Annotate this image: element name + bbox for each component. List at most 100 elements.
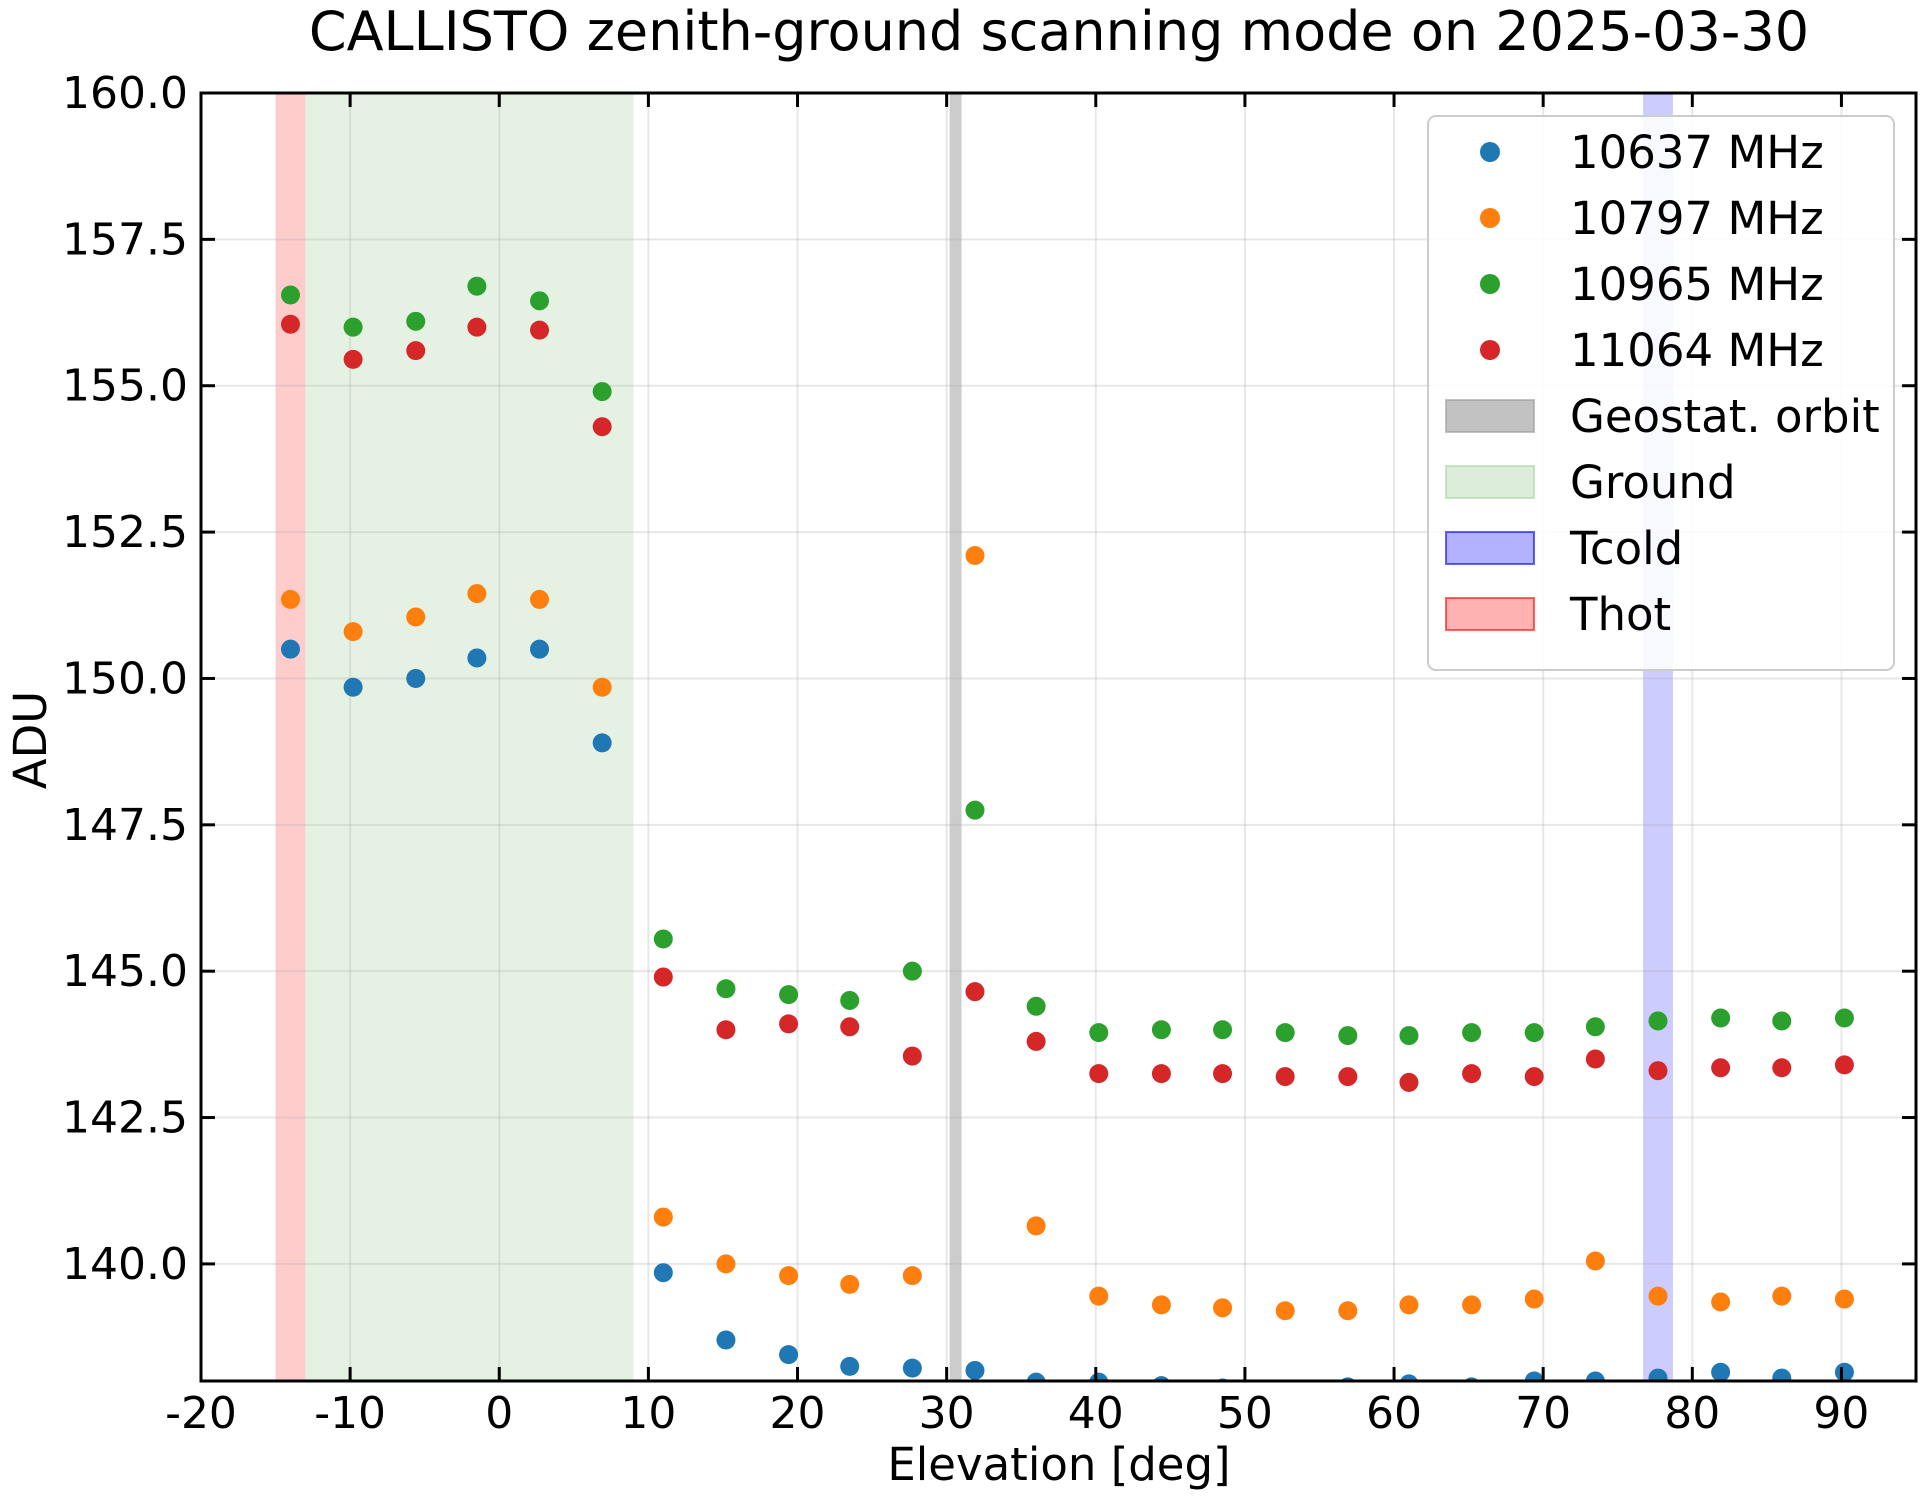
point-s1-22	[1648, 1286, 1668, 1306]
point-s1-25	[1834, 1289, 1854, 1309]
point-s0-23	[1711, 1362, 1731, 1381]
data-points	[280, 276, 1854, 1381]
y-tick-label-5: 152.5	[62, 507, 188, 558]
point-s3-15	[1213, 1064, 1233, 1084]
y-tick-label-3: 147.5	[62, 800, 188, 851]
y-tick-label-2: 145.0	[62, 946, 188, 997]
span-1	[305, 93, 634, 1381]
point-s2-3	[467, 276, 487, 296]
point-s0-25	[1834, 1362, 1854, 1381]
point-s0-11	[965, 1360, 985, 1380]
y-tick-label-0: 140.0	[62, 1239, 188, 1290]
span-0	[949, 93, 962, 1381]
point-s3-12	[1026, 1031, 1046, 1051]
point-s3-17	[1338, 1067, 1358, 1087]
point-s0-10	[902, 1358, 922, 1378]
plot-frame	[199, 91, 1918, 1383]
point-s1-24	[1772, 1286, 1792, 1306]
x-tick-label-4: 20	[770, 1388, 826, 1439]
x-tick-label-6: 40	[1068, 1388, 1124, 1439]
point-s3-18	[1399, 1072, 1419, 1092]
legend-label-0: 10637 MHz	[1570, 126, 1824, 179]
legend-label-3: 11064 MHz	[1570, 324, 1824, 377]
point-s3-20	[1524, 1067, 1544, 1087]
span-3	[275, 93, 306, 1381]
point-s2-7	[716, 979, 736, 999]
point-s1-21	[1585, 1251, 1605, 1271]
point-s3-2	[406, 341, 426, 361]
point-s2-2	[406, 311, 426, 331]
legend-patch-3	[1445, 597, 1535, 631]
legend-marker-0	[1480, 142, 1500, 162]
x-tick-label-5: 30	[919, 1388, 975, 1439]
point-s3-8	[779, 1014, 799, 1034]
point-s3-19	[1462, 1064, 1482, 1084]
point-s0-16	[1281, 1380, 1289, 1381]
y-tick-label-8: 160.0	[62, 68, 188, 119]
point-s0-3	[467, 648, 487, 668]
point-s2-4	[530, 291, 550, 311]
point-s2-9	[840, 990, 860, 1010]
x-tick-label-1: -10	[314, 1388, 386, 1439]
point-s2-10	[902, 961, 922, 981]
legend-span-label-3: Thot	[1569, 588, 1671, 641]
point-s1-5	[592, 677, 612, 697]
point-s3-6	[653, 967, 673, 987]
legend-marker-1	[1480, 208, 1500, 228]
point-s1-20	[1524, 1289, 1544, 1309]
x-tick-label-0: -20	[165, 1388, 237, 1439]
legend-span-label-1: Ground	[1570, 456, 1736, 509]
point-s2-24	[1772, 1011, 1792, 1031]
x-tick-label-3: 10	[620, 1388, 676, 1439]
point-s1-14	[1151, 1295, 1171, 1315]
legend-span-label-2: Tcold	[1569, 522, 1683, 575]
x-tick-label-7: 50	[1217, 1388, 1273, 1439]
chart-title: CALLISTO zenith-ground scanning mode on …	[309, 0, 1809, 63]
point-s3-23	[1711, 1058, 1731, 1078]
point-s1-9	[840, 1274, 860, 1294]
point-s0-20	[1524, 1371, 1544, 1381]
legend-marker-3	[1480, 340, 1500, 360]
point-s1-11	[965, 546, 985, 566]
y-tick-label-7: 157.5	[62, 214, 188, 265]
point-s1-18	[1399, 1295, 1419, 1315]
point-s3-10	[902, 1046, 922, 1066]
point-s2-20	[1524, 1023, 1544, 1043]
x-tick-label-9: 70	[1515, 1388, 1571, 1439]
point-s3-16	[1275, 1067, 1295, 1087]
legend-patch-0	[1445, 399, 1535, 433]
point-s2-21	[1585, 1017, 1605, 1037]
point-s3-0	[280, 314, 300, 334]
point-s3-25	[1834, 1055, 1854, 1075]
point-s2-6	[653, 929, 673, 949]
point-s3-4	[530, 320, 550, 340]
legend-label-2: 10965 MHz	[1570, 258, 1824, 311]
point-s3-11	[965, 982, 985, 1002]
point-s1-2	[406, 607, 426, 627]
point-s0-1	[343, 677, 363, 697]
point-s1-19	[1462, 1295, 1482, 1315]
y-axis-label: ADU	[4, 691, 57, 789]
point-s1-15	[1213, 1298, 1233, 1318]
point-s1-7	[716, 1254, 736, 1274]
point-s1-8	[779, 1266, 799, 1286]
point-s3-5	[592, 417, 612, 437]
point-s1-4	[530, 589, 550, 609]
point-s0-22	[1648, 1368, 1668, 1381]
point-s2-25	[1834, 1008, 1854, 1028]
point-s1-1	[343, 622, 363, 642]
point-s0-7	[716, 1330, 736, 1350]
point-s1-3	[467, 584, 487, 604]
point-s3-9	[840, 1017, 860, 1037]
axis-ticks: -20 -10 0 10 20 30 40 50 60 70 80 90 140.0 142.5 145.0…	[62, 68, 1916, 1439]
legend-box	[1427, 115, 1895, 671]
point-s3-21	[1585, 1049, 1605, 1069]
point-s2-14	[1151, 1020, 1171, 1040]
point-s1-23	[1711, 1292, 1731, 1312]
legend: 10637 MHz 10797 MHz 10965 MHz 11064 MHz Geos…	[1427, 115, 1895, 671]
point-s0-21	[1585, 1371, 1605, 1381]
y-tick-label-4: 150.0	[62, 653, 188, 704]
point-s1-17	[1338, 1301, 1358, 1321]
legend-patch-2	[1445, 531, 1535, 565]
